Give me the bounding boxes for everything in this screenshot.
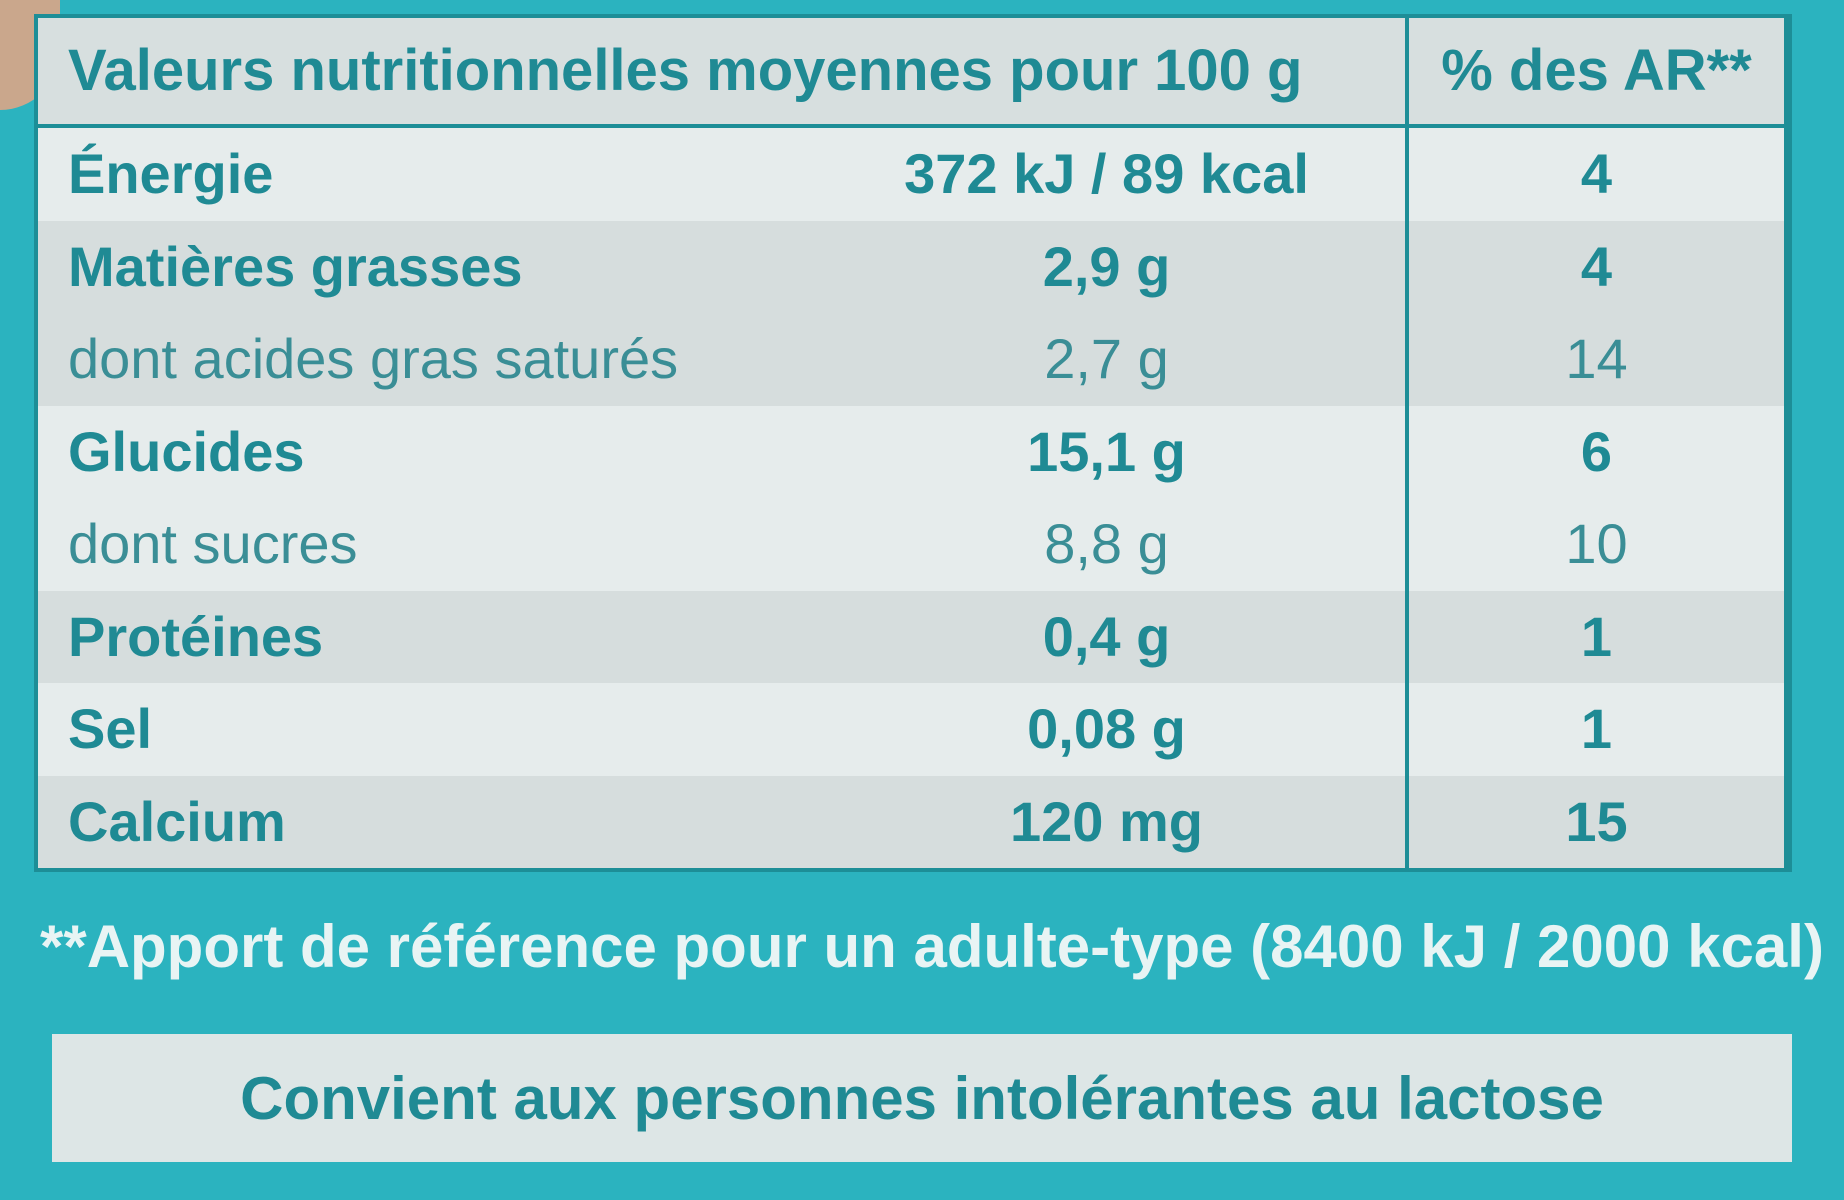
row-energie-value: 372 kJ / 89 kcal: [808, 128, 1409, 221]
row-sucres-value: 8,8 g: [808, 498, 1409, 591]
header-nutrient-label: Valeurs nutritionnelles moyennes pour 10…: [38, 18, 1409, 128]
row-glucides-ar: 6: [1409, 405, 1788, 498]
row-energie-name: Énergie: [38, 128, 808, 221]
row-calcium-ar: 15: [1409, 775, 1788, 868]
header-ar-label: % des AR**: [1409, 18, 1788, 128]
row-matieres-grasses-ar: 4: [1409, 220, 1788, 313]
row-matieres-grasses-value: 2,9 g: [808, 220, 1409, 313]
row-matieres-grasses-name: Matières grasses: [38, 220, 808, 313]
row-calcium-value: 120 mg: [808, 775, 1409, 868]
lactose-banner: Convient aux personnes intolérantes au l…: [52, 1034, 1792, 1162]
row-sucres-ar: 10: [1409, 498, 1788, 591]
reference-footnote: **Apport de référence pour un adulte-typ…: [40, 913, 1824, 980]
row-acides-gras-ar: 14: [1409, 313, 1788, 406]
row-glucides-name: Glucides: [38, 405, 808, 498]
row-sel-ar: 1: [1409, 683, 1788, 776]
row-glucides-value: 15,1 g: [808, 405, 1409, 498]
row-acides-gras-value: 2,7 g: [808, 313, 1409, 406]
lactose-banner-text: Convient aux personnes intolérantes au l…: [240, 1064, 1604, 1132]
row-acides-gras-name: dont acides gras saturés: [38, 313, 808, 406]
row-proteines-name: Protéines: [38, 590, 808, 683]
row-sel-value: 0,08 g: [808, 683, 1409, 776]
nutrition-table: Valeurs nutritionnelles moyennes pour 10…: [34, 14, 1792, 872]
row-calcium-name: Calcium: [38, 775, 808, 868]
row-sucres-name: dont sucres: [38, 498, 808, 591]
row-proteines-ar: 1: [1409, 590, 1788, 683]
row-energie-ar: 4: [1409, 128, 1788, 221]
row-proteines-value: 0,4 g: [808, 590, 1409, 683]
row-sel-name: Sel: [38, 683, 808, 776]
